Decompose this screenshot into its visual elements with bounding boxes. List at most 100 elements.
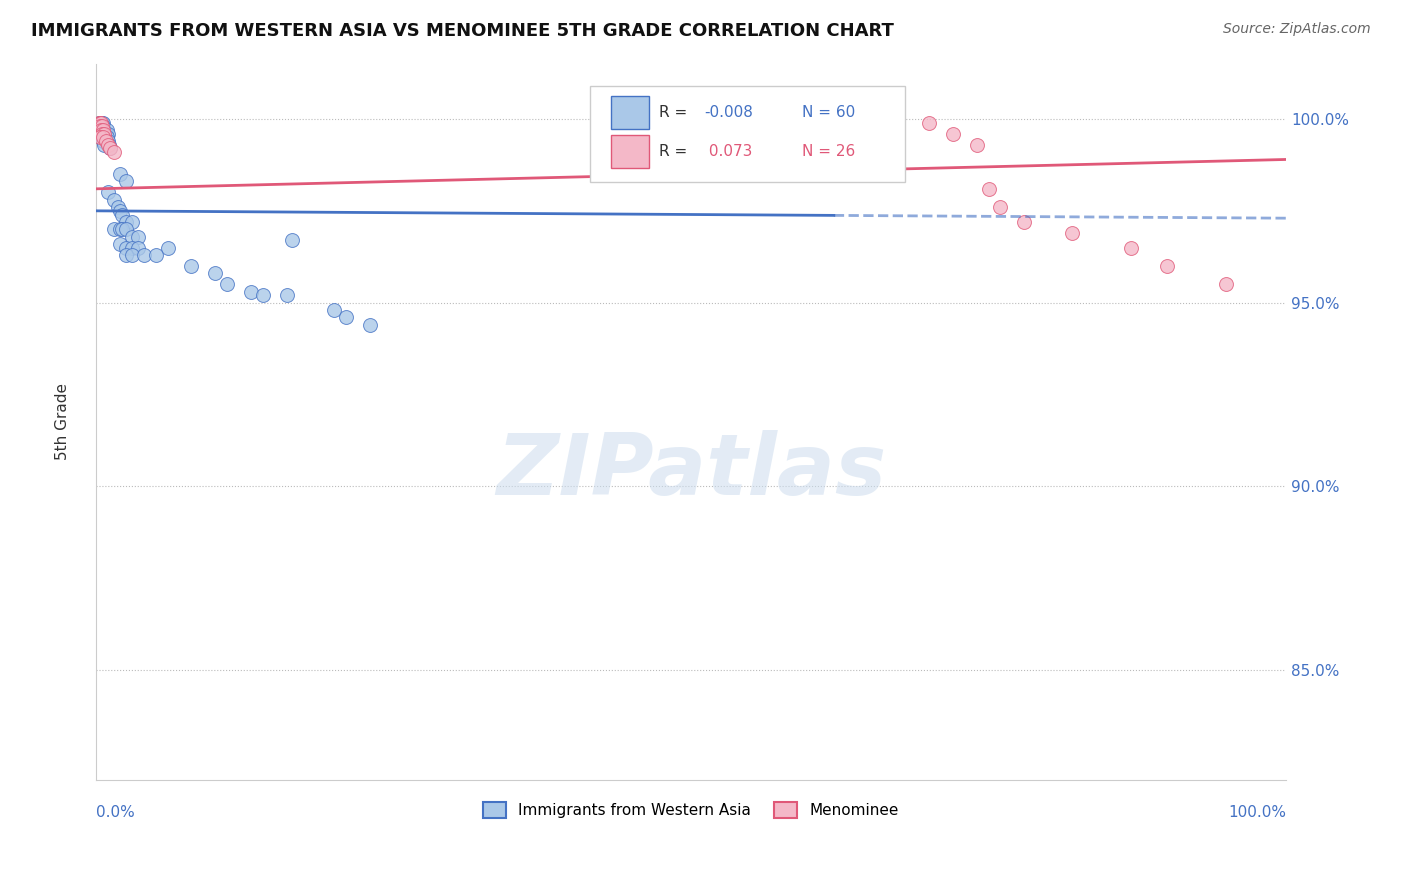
Point (89, 116, 111, 130)
Text: R =: R = (659, 104, 692, 120)
FancyBboxPatch shape (612, 95, 650, 128)
Point (93, 123, 115, 137)
Point (100, 141, 122, 155)
Point (91, 123, 114, 137)
Point (91, 123, 114, 137)
Point (94, 127, 117, 141)
Text: -0.008: -0.008 (704, 104, 754, 120)
Point (115, 248, 138, 262)
Point (121, 215, 143, 229)
Point (97, 127, 120, 141)
Point (127, 241, 149, 255)
Point (89, 120, 111, 134)
Point (91, 116, 114, 130)
Text: ZIPatlas: ZIPatlas (496, 431, 886, 514)
Point (180, 259, 202, 273)
Point (89, 130, 111, 145)
Point (93, 127, 115, 141)
Point (252, 288, 274, 302)
Point (91, 120, 114, 134)
Point (127, 229, 149, 244)
Point (87, 120, 110, 134)
Point (942, 127, 965, 141)
FancyBboxPatch shape (591, 86, 905, 182)
Point (108, 222, 131, 236)
Point (87, 116, 110, 130)
Point (111, 222, 134, 236)
Point (90, 127, 112, 141)
Text: 100.0%: 100.0% (1227, 805, 1286, 820)
Point (91, 116, 114, 130)
Point (89, 123, 111, 137)
Point (97, 134, 120, 148)
Point (359, 318, 381, 332)
Point (87, 116, 110, 130)
Point (115, 241, 138, 255)
Point (98, 137, 121, 152)
Point (91, 120, 114, 134)
Point (91, 127, 114, 141)
Point (239, 285, 262, 299)
Point (103, 222, 125, 236)
Point (90, 116, 112, 130)
Point (108, 167, 131, 181)
Point (100, 141, 122, 155)
Point (335, 310, 357, 325)
Point (90, 123, 112, 137)
Point (115, 215, 138, 229)
Text: N = 60: N = 60 (801, 104, 855, 120)
Point (103, 145, 125, 160)
Point (977, 182, 1000, 196)
Point (156, 241, 179, 255)
Point (115, 222, 138, 236)
Point (121, 241, 143, 255)
Point (121, 229, 143, 244)
Point (89, 116, 111, 130)
Text: 5th Grade: 5th Grade (55, 384, 70, 460)
Text: R =: R = (659, 145, 692, 159)
Point (94, 134, 117, 148)
Point (276, 288, 298, 302)
Point (90, 123, 112, 137)
Point (107, 200, 129, 214)
Point (204, 266, 226, 280)
Point (91, 130, 114, 145)
Point (93, 130, 115, 145)
Point (96, 130, 118, 145)
Point (89, 120, 111, 134)
Text: IMMIGRANTS FROM WESTERN ASIA VS MENOMINEE 5TH GRADE CORRELATION CHART: IMMIGRANTS FROM WESTERN ASIA VS MENOMINE… (31, 22, 894, 40)
Point (97, 186, 120, 200)
Point (132, 248, 155, 262)
Point (918, 116, 941, 130)
Point (1012, 215, 1035, 229)
Legend: Immigrants from Western Asia, Menominee: Immigrants from Western Asia, Menominee (475, 795, 907, 826)
Point (96, 123, 118, 137)
Text: N = 26: N = 26 (801, 145, 855, 159)
Point (1215, 277, 1237, 292)
Point (108, 203, 131, 218)
Point (145, 248, 167, 262)
Point (90, 120, 112, 134)
Point (858, 116, 880, 130)
Point (1121, 241, 1143, 255)
Point (91, 130, 114, 145)
Point (103, 193, 125, 207)
Point (93, 137, 115, 152)
Point (215, 277, 238, 292)
Point (966, 137, 988, 152)
Point (111, 207, 134, 221)
Point (990, 200, 1012, 214)
Point (115, 174, 138, 188)
Point (97, 137, 120, 152)
Point (91, 120, 114, 134)
Text: 0.0%: 0.0% (96, 805, 135, 820)
Text: Source: ZipAtlas.com: Source: ZipAtlas.com (1223, 22, 1371, 37)
Point (323, 302, 346, 317)
Point (281, 233, 304, 247)
Point (90, 116, 112, 130)
Point (799, 163, 821, 178)
Point (1060, 226, 1083, 240)
Point (91, 134, 114, 148)
Text: 0.073: 0.073 (704, 145, 752, 159)
Point (121, 248, 143, 262)
